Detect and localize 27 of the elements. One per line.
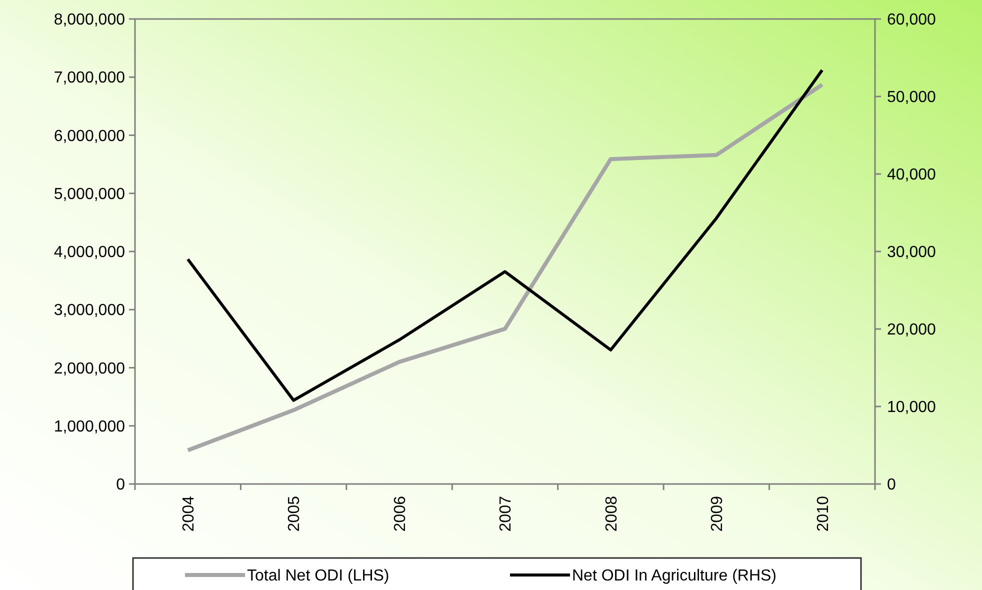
legend-label: Net ODI In Agriculture (RHS) [572, 568, 776, 585]
y2-tick-label: 40,000 [887, 166, 936, 184]
line-series [186, 68, 824, 402]
y-tick-label: 2,000,000 [54, 360, 126, 378]
y-tick-label: 0 [116, 476, 126, 494]
y-tick-label: 4,000,000 [54, 244, 126, 262]
y-tick-label: 6,000,000 [54, 128, 126, 145]
line-series [186, 82, 824, 452]
legend-label: Total Net ODI (LHS) [247, 568, 390, 585]
x-tick-label: 2006 [392, 496, 409, 532]
y2-tick-label: 50,000 [887, 89, 936, 106]
x-tick-label: 2008 [603, 496, 620, 532]
y-tick-label: 1,000,000 [54, 418, 126, 436]
x-tick-label: 2005 [286, 496, 304, 532]
y2-tick-label: 10,000 [887, 399, 936, 416]
y2-tick-label: 60,000 [887, 12, 936, 29]
x-tick-label: 2007 [498, 496, 515, 532]
x-tick-label: 2010 [814, 496, 832, 532]
x-tick-label: 2004 [180, 496, 198, 532]
y-tick-label: 5,000,000 [54, 186, 126, 203]
y2-tick-label: 0 [887, 476, 896, 494]
y2-tick-label: 20,000 [887, 322, 936, 339]
x-tick-label: 2009 [709, 496, 726, 532]
y-tick-label: 7,000,000 [54, 70, 126, 87]
y-tick-label: 3,000,000 [54, 302, 126, 320]
y-tick-label: 8,000,000 [54, 12, 126, 29]
y2-tick-label: 30,000 [887, 244, 936, 262]
